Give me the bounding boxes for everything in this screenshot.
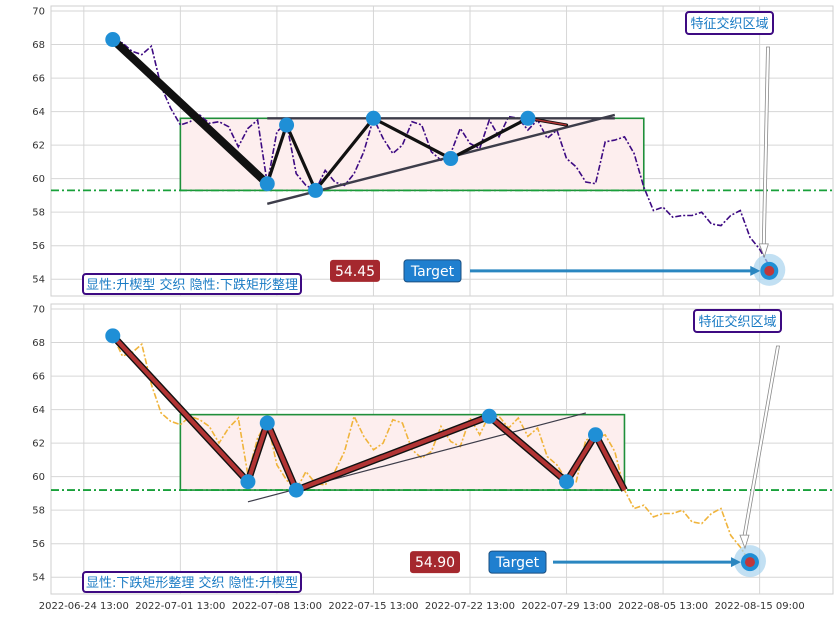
- target-label: Target: [495, 555, 540, 571]
- target-label-box: [403, 259, 462, 283]
- price-series-line: [112, 335, 751, 563]
- zone-label-box: [693, 309, 782, 333]
- pattern-label: 显性:升楔型 交织 隐性:下跌矩形整理: [86, 277, 298, 293]
- wave-node: [559, 474, 575, 490]
- wave-node: [443, 151, 459, 167]
- target-core: [744, 557, 755, 568]
- target-arrow-head: [750, 265, 761, 276]
- wave-segment: [449, 116, 530, 161]
- target-price-box: [330, 259, 380, 282]
- y-tick-label: 68: [32, 338, 45, 349]
- zone-label: 特征交织区域: [698, 314, 776, 330]
- zone-label-box: [685, 11, 774, 35]
- x-tick-label: 2022-08-15 09:00: [715, 601, 805, 612]
- x-tick-label: 2022-06-24 13:00: [39, 601, 129, 612]
- target-core: [764, 265, 775, 276]
- y-tick-label: 66: [32, 74, 45, 85]
- target-label: Target: [410, 264, 455, 280]
- trend-line: [266, 113, 616, 205]
- wave-node: [365, 110, 381, 126]
- zone-leader-head: [758, 243, 769, 259]
- wave-node: [520, 110, 536, 126]
- zone-leader-head: [739, 534, 750, 550]
- x-tick-label: 2022-07-22 13:00: [425, 601, 515, 612]
- wave-node: [308, 182, 324, 198]
- x-tick-label: 2022-08-05 13:00: [618, 601, 708, 612]
- target-arrow-head: [730, 557, 741, 568]
- zone-label: 特征交织区域: [690, 16, 768, 32]
- x-tick-label: 2022-07-08 13:00: [232, 601, 322, 612]
- y-tick-label: 66: [32, 372, 45, 383]
- wave-segment: [313, 116, 376, 192]
- wave-segment: [371, 116, 453, 161]
- y-tick-label: 54: [32, 275, 45, 286]
- y-tick-label: 60: [32, 174, 45, 185]
- x-tick-label: 2022-07-15 13:00: [328, 601, 418, 612]
- x-tick-label: 2022-07-01 13:00: [135, 601, 225, 612]
- pattern-label-box: [82, 273, 302, 295]
- wave-node: [105, 32, 121, 48]
- top-panel: 54 56 58 60 62 64 66 68 70 54.45 Target 特征交织区域显性:升楔…: [32, 5, 834, 297]
- wave-node: [105, 328, 121, 344]
- target-price-label: 54.90: [415, 555, 455, 571]
- target-price-box: [410, 551, 460, 574]
- y-tick-label: 64: [32, 107, 45, 118]
- wave-node: [279, 117, 295, 133]
- wave-segment: [108, 35, 272, 188]
- y-tick-label: 70: [32, 305, 45, 316]
- y-tick-label: 60: [32, 472, 45, 483]
- wave-segment: [284, 123, 318, 192]
- bottom-panel: 54 56 58 60 62 64 66 68 70 54.90 Target 特征交织区域显性:下跌…: [32, 303, 834, 595]
- x-tick-label: 2022-07-29 13:00: [521, 601, 611, 612]
- pattern-label: 显性:下跌矩形整理 交织 隐性:升楔型: [86, 575, 298, 591]
- wave-segment: [265, 123, 289, 186]
- target-price-label: 54.45: [335, 264, 375, 280]
- y-tick-label: 58: [32, 208, 45, 219]
- wave-node: [288, 482, 304, 498]
- wave-line: [111, 334, 627, 493]
- wave-node: [588, 427, 604, 443]
- y-tick-label: 56: [32, 539, 45, 550]
- y-tick-label: 68: [32, 40, 45, 51]
- y-tick-label: 70: [32, 7, 45, 18]
- wave-node: [481, 408, 497, 424]
- wave-node: [259, 176, 275, 192]
- wave-node: [240, 474, 256, 490]
- rectangle-zone: [179, 117, 645, 192]
- y-tick-label: 62: [32, 439, 45, 450]
- target-label-box: [488, 550, 547, 574]
- y-tick-label: 56: [32, 241, 45, 252]
- y-tick-label: 64: [32, 405, 45, 416]
- wave-node: [259, 415, 275, 431]
- y-tick-label: 54: [32, 573, 45, 584]
- y-tick-label: 58: [32, 506, 45, 517]
- y-tick-label: 62: [32, 141, 45, 152]
- pattern-label-box: [82, 571, 302, 593]
